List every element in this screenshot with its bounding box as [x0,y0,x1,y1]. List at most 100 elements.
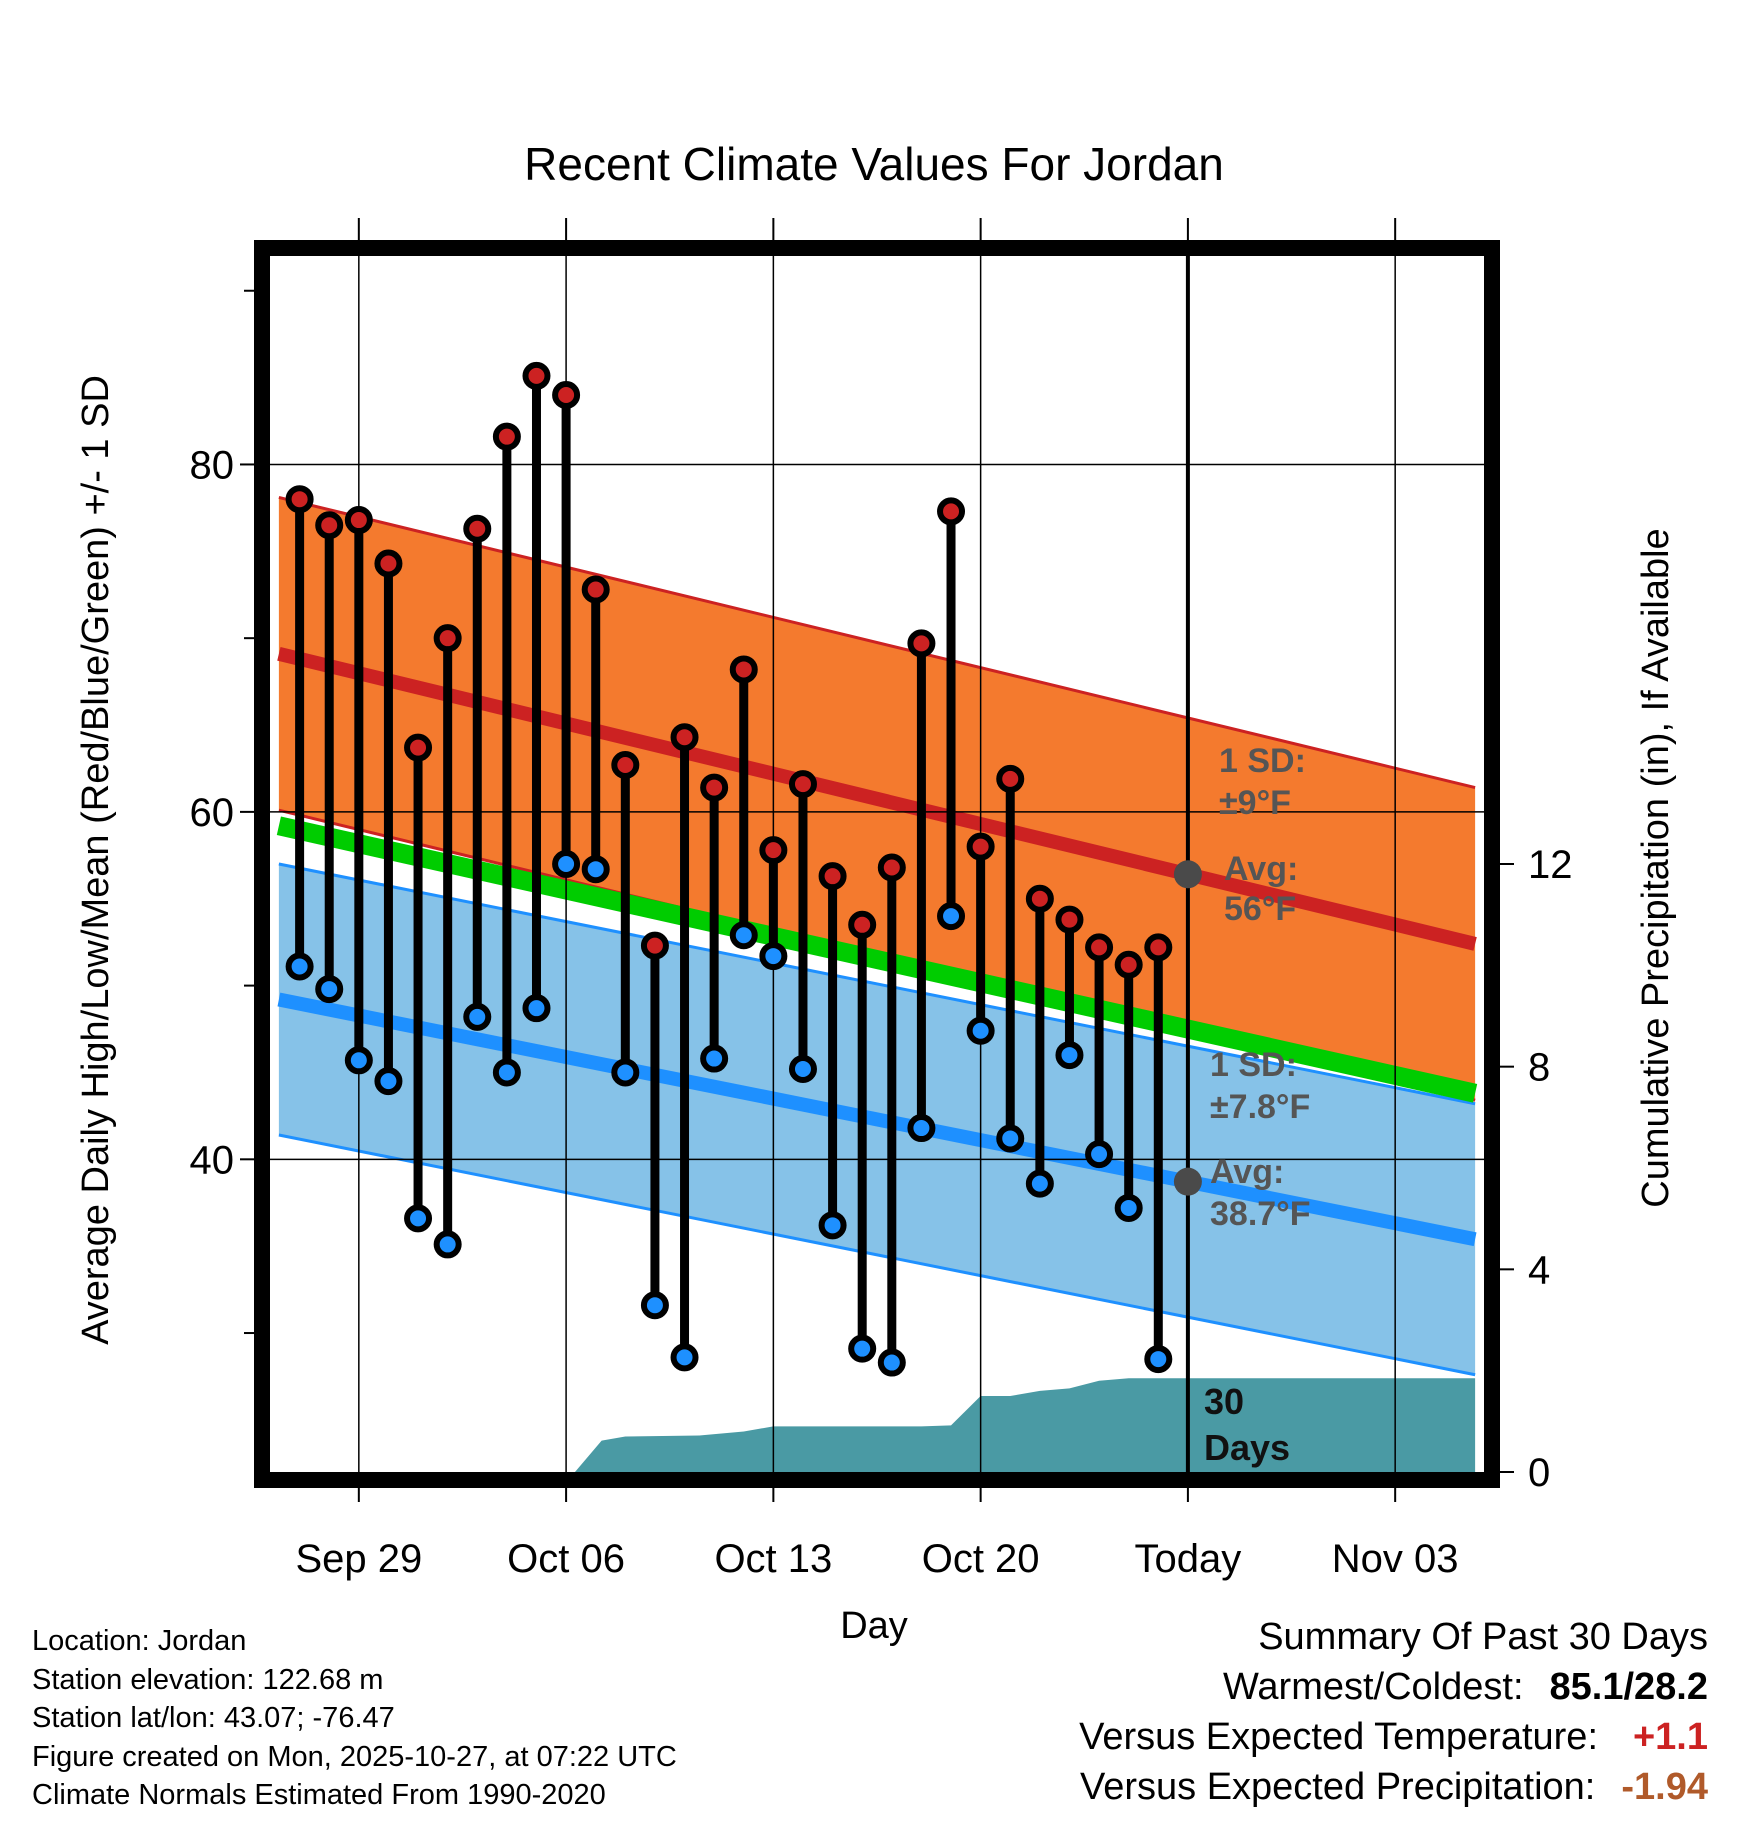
observation-low-point [522,994,551,1023]
observation-high-point [1055,905,1084,934]
y-tick-label: 40 [190,1138,235,1182]
observation-high-point [611,750,640,779]
latlon-text: Station lat/lon: 43.07; -76.47 [32,1702,395,1734]
observation-low-point [315,975,344,1004]
observation-low-point [937,902,966,931]
summary-precip-label: Versus Expected Precipitation: [1079,1766,1596,1808]
observation-low-point [581,855,610,884]
observation-low-point [818,1211,847,1240]
summary-range-row: Warmest/Coldest: 85.1/28.2 [1079,1662,1708,1712]
observation-high-point [788,770,817,799]
summary-panel: Summary Of Past 30 Days Warmest/Coldest:… [1079,1612,1708,1812]
plot-frame [254,240,1500,1488]
precip-days-word: Days [1204,1427,1290,1468]
observation-low-point [1025,1169,1054,1198]
summary-temp-row: Versus Expected Temperature: +1.1 [1079,1712,1708,1762]
observation-high-point [640,931,669,960]
observation-low-point [374,1067,403,1096]
observation-low-point [611,1058,640,1087]
observation-low-point [966,1016,995,1045]
summary-precip-row: Versus Expected Precipitation: -1.94 [1079,1762,1708,1812]
observation-high-point [492,422,521,451]
observation-low-point [788,1054,817,1083]
summary-range-label: Warmest/Coldest: [1222,1666,1524,1708]
observations [285,361,1173,1377]
observation-low-point [463,1002,492,1031]
observation-low-point [433,1230,462,1259]
x-axis-label: Day [840,1605,908,1647]
summary-range-value: 85.1/28.2 [1549,1666,1708,1708]
observation-high-point [552,380,581,409]
location-text: Location: Jordan [32,1625,247,1657]
observation-high-point [670,723,699,752]
observation-high-point [1025,884,1054,913]
observation-low-point [1114,1193,1143,1222]
y-axis-label: Average Daily High/Low/Mean (Red/Blue/Gr… [75,375,117,1345]
observation-low-point [344,1046,373,1075]
observation-low-point [670,1343,699,1372]
low-avg-line [277,992,1477,1247]
observation-low-point [492,1058,521,1087]
created-text: Figure created on Mon, 2025-10-27, at 07… [32,1740,677,1773]
axes: 40 60 80 0 4 8 12 Sep 29 Oct 06 Oct 13 Oct 20 Today… [190,218,1573,1581]
y2-axis-label: Cumulative Precipitation (in), If Availa… [1635,528,1677,1207]
observation-high-point [700,773,729,802]
summary-title: Summary Of Past 30 Days [1258,1616,1708,1658]
observation-low-point [877,1348,906,1377]
normals-note: Climate Normals Estimated From 1990-2020 [32,1779,606,1811]
observation-high-point [285,485,314,514]
x-tick-label: Today [1135,1537,1242,1581]
observation-low-point [1085,1140,1114,1169]
high-avg-marker [1173,860,1202,889]
x-tick-label: Oct 06 [507,1537,625,1581]
high-sd-label: 1 SD: [1219,742,1306,780]
precipitation-area [574,1378,1476,1472]
low-avg-marker [1173,1167,1202,1196]
x-tick-label: Sep 29 [295,1537,422,1581]
observation-high-point [344,506,373,535]
summary-temp-label: Versus Expected Temperature: [1079,1716,1598,1758]
observation-high-point [848,910,877,939]
high-avg-label: Avg: [1224,850,1298,888]
high-avg-value: 56°F [1224,890,1296,928]
y2-tick-label: 12 [1528,843,1573,887]
low-sd-label: 1 SD: [1210,1046,1297,1084]
observation-high-point [374,549,403,578]
observation-low-point [700,1044,729,1073]
observation-high-point [729,655,758,684]
observation-high-point [1085,933,1114,962]
observation-high-point [315,511,344,540]
observation-high-point [996,764,1025,793]
observation-high-point [818,862,847,891]
y2-tick-label: 0 [1528,1451,1550,1495]
observation-high-point [877,853,906,882]
x-tick-label: Nov 03 [1332,1537,1459,1581]
elevation-text: Station elevation: 122.68 m [32,1663,384,1696]
chart-title: Recent Climate Values For Jordan [524,138,1224,190]
low-avg-label: Avg: [1210,1153,1284,1191]
y2-tick-label: 8 [1528,1046,1550,1090]
observation-low-point [640,1291,669,1320]
precip-area [574,1378,1476,1472]
observation-low-point [404,1204,433,1233]
observation-low-point [996,1124,1025,1153]
observation-high-point [522,361,551,390]
observation-low-point [848,1334,877,1363]
x-tick-label: Oct 20 [922,1537,1040,1581]
y-tick-label: 60 [190,791,235,835]
precip-days-number: 30 [1204,1381,1244,1422]
summary-temp-value: +1.1 [1632,1716,1708,1758]
observation-low-point [285,952,314,981]
high-sd-value: ±9°F [1219,784,1291,822]
low-avg-value: 38.7°F [1210,1195,1311,1233]
observation-low-point [729,921,758,950]
observation-low-point [759,942,788,971]
observation-high-point [581,575,610,604]
observation-low-point [1144,1345,1173,1374]
observation-high-point [433,624,462,653]
observation-high-point [907,629,936,658]
observation-high-point [937,497,966,526]
station-info: Location: Jordan Station elevation: 122.… [32,1622,677,1815]
observation-low-point [552,850,581,878]
